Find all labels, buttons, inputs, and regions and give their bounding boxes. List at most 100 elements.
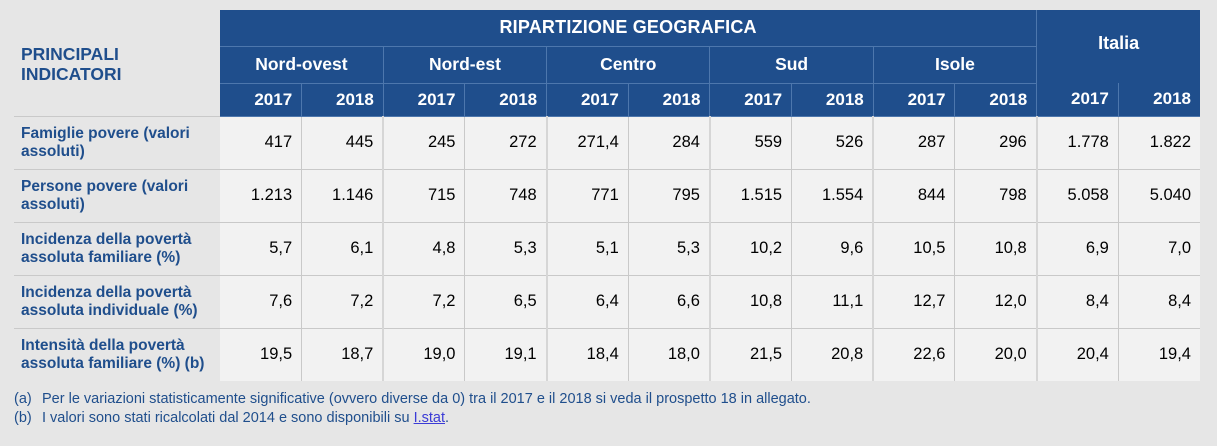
table-cell: 7,2 — [301, 274, 384, 328]
region-header-nord-ovest: Nord-ovest — [220, 46, 384, 84]
table-cell: 715 — [382, 168, 465, 222]
indicators-header-line1: PRINCIPALI — [21, 44, 119, 64]
table-cell: 10,5 — [872, 221, 955, 275]
table-cell: 6,5 — [464, 274, 547, 328]
indicators-header-line2: INDICATORI — [21, 64, 122, 84]
row-label-line1: Intensità della povertà — [21, 336, 185, 354]
region-header-sud: Sud — [709, 46, 874, 84]
footnote-text: Per le variazioni statisticamente signif… — [42, 391, 811, 407]
table-cell: 7,6 — [220, 274, 302, 328]
row-label-line1: Incidenza della povertà — [21, 230, 192, 248]
table-cell: 5,1 — [545, 221, 629, 275]
table-cell: 798 — [954, 168, 1037, 222]
footnote-suffix: . — [445, 410, 450, 426]
footnote-text: I valori sono stati ricalcolati dal 2014… — [42, 410, 410, 426]
table-row: Famiglie povere (valori assoluti) 417 44… — [14, 115, 1200, 169]
table-cell: 5,7 — [220, 221, 302, 275]
table-cell: 18,0 — [627, 327, 710, 381]
table-cell: 19,0 — [382, 327, 465, 381]
table-cell: 6,6 — [627, 274, 710, 328]
table-cell: 1.822 — [1117, 115, 1200, 169]
table-cell: 5,3 — [464, 221, 547, 275]
year-header: 2017 — [220, 83, 302, 117]
table-cell: 22,6 — [872, 327, 955, 381]
table-cell: 844 — [872, 168, 955, 222]
table-cell: 1.213 — [220, 168, 302, 222]
year-header: 2018 — [301, 83, 384, 117]
table-cell: 1.146 — [301, 168, 384, 222]
row-label: Famiglie povere (valori assoluti) — [14, 115, 220, 169]
table-cell: 748 — [464, 168, 547, 222]
table-cell: 6,1 — [301, 221, 384, 275]
year-header: 2017 — [546, 83, 629, 117]
table-cell: 272 — [464, 115, 547, 169]
year-header: 2017 — [1036, 83, 1119, 117]
row-label-line2: assoluta familiare (%) (b) — [21, 354, 205, 372]
table-cell: 287 — [872, 115, 955, 169]
row-label-line2: assoluti) — [21, 142, 85, 160]
row-label-line1: Famiglie povere (valori — [21, 124, 190, 142]
table-cell: 1.515 — [708, 168, 792, 222]
region-header-nord-est: Nord-est — [382, 46, 547, 84]
table-row: Incidenza della povertà assoluta individ… — [14, 274, 1200, 328]
table-cell: 6,9 — [1035, 221, 1119, 275]
year-header: 2018 — [1117, 83, 1200, 117]
year-header: 2017 — [872, 83, 955, 117]
table-cell: 245 — [382, 115, 465, 169]
poverty-indicators-table: PRINCIPALI INDICATORI RIPARTIZIONE GEOGR… — [14, 10, 1200, 381]
table-cell: 12,0 — [954, 274, 1037, 328]
year-header: 2018 — [627, 83, 710, 117]
footnote-marker: (b) — [14, 410, 32, 426]
table-cell: 296 — [954, 115, 1037, 169]
row-label-line2: assoluta familiare (%) — [21, 248, 181, 266]
table-cell: 771 — [545, 168, 629, 222]
table-cell: 20,0 — [954, 327, 1037, 381]
row-label: Incidenza della povertà assoluta familia… — [14, 221, 220, 275]
table-cell: 7,0 — [1117, 221, 1200, 275]
table-cell: 21,5 — [708, 327, 792, 381]
row-label-line1: Persone povere (valori — [21, 177, 189, 195]
table-cell: 8,4 — [1035, 274, 1119, 328]
year-header: 2017 — [382, 83, 465, 117]
row-label-line2: assoluta individuale (%) — [21, 301, 198, 319]
table-cell: 5,3 — [627, 221, 710, 275]
table-cell: 7,2 — [382, 274, 465, 328]
row-label: Persone povere (valori assoluti) — [14, 168, 220, 222]
table-cell: 12,7 — [872, 274, 955, 328]
table-cell: 795 — [627, 168, 710, 222]
table-cell: 18,4 — [545, 327, 629, 381]
table-cell: 18,7 — [301, 327, 384, 381]
table-cell: 10,8 — [708, 274, 792, 328]
table-cell: 19,5 — [220, 327, 302, 381]
year-header: 2017 — [709, 83, 792, 117]
table-cell: 1.554 — [791, 168, 874, 222]
italia-header: Italia — [1036, 10, 1200, 83]
table-cell: 8,4 — [1117, 274, 1200, 328]
istat-link[interactable]: I.stat — [413, 410, 446, 426]
table-row: Persone povere (valori assoluti) 1.213 1… — [14, 168, 1200, 222]
table-cell: 11,1 — [791, 274, 874, 328]
table-row: Incidenza della povertà assoluta familia… — [14, 221, 1200, 275]
table-cell: 6,4 — [545, 274, 629, 328]
year-header: 2018 — [954, 83, 1037, 117]
year-header: 2018 — [791, 83, 874, 117]
table-cell: 20,8 — [791, 327, 874, 381]
table-cell: 559 — [708, 115, 792, 169]
row-label-line2: assoluti) — [21, 195, 85, 213]
row-label: Intensità della povertà assoluta familia… — [14, 327, 220, 381]
table-cell: 19,1 — [464, 327, 547, 381]
table-cell: 20,4 — [1035, 327, 1119, 381]
table-cell: 1.778 — [1035, 115, 1119, 169]
year-header: 2018 — [464, 83, 547, 117]
table-cell: 445 — [301, 115, 384, 169]
table-cell: 417 — [220, 115, 302, 169]
table-cell: 284 — [627, 115, 710, 169]
table-cell: 526 — [791, 115, 874, 169]
table-cell: 5.058 — [1035, 168, 1119, 222]
table-cell: 4,8 — [382, 221, 465, 275]
footnotes: (a) Per le variazioni statisticamente sig… — [14, 390, 811, 428]
footnote-marker: (a) — [14, 391, 32, 407]
table-cell: 10,2 — [708, 221, 792, 275]
table-cell: 19,4 — [1117, 327, 1200, 381]
table-cell: 10,8 — [954, 221, 1037, 275]
